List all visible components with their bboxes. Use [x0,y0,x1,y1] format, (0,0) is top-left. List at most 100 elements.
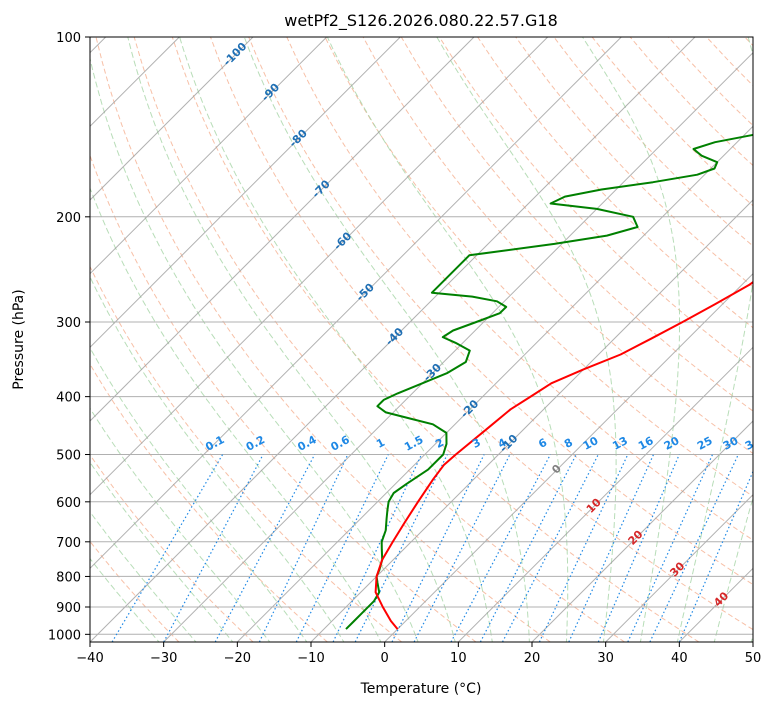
mixing-ratio-label: 0.4 [295,433,319,454]
y-axis-label: Pressure (hPa) [11,289,27,389]
isotherm-label: -60 [331,229,354,252]
mixing-ratio-label: 30 [721,434,741,453]
moist-adiabat-line [90,557,160,642]
x-axis-label: Temperature (°C) [360,681,482,697]
isotherm-line [605,493,753,642]
x-tick-label: 20 [524,651,541,666]
x-tick-label: 30 [597,651,614,666]
moist-adiabat-line [90,346,308,642]
moist-adiabat-line [713,495,753,642]
dry-adiabat-line [706,37,753,87]
moist-adiabat-line [436,37,617,642]
mixing-ratio-line [413,454,511,642]
dry-adiabat-line [553,37,753,247]
isotherm-line [678,567,753,642]
chart-title: wetPf2_S126.2026.080.22.57.G18 [284,11,558,31]
mixing-ratio-line [568,454,655,642]
dry-adiabat-line [95,37,551,642]
dry-adiabat-line [90,265,403,642]
isotherm-line [310,199,753,642]
mixing-ratio-label: 13 [610,434,630,453]
mixing-ratio-line [391,454,485,642]
mixing-ratio-line [295,454,389,642]
x-tick-label: 10 [450,651,467,666]
isotherm-line [752,641,753,642]
isotherm-line [90,37,401,349]
y-tick-label: 300 [56,316,81,331]
dry-adiabat-line [90,363,328,642]
dry-adiabat-line [171,37,700,642]
plot-frame [89,36,754,643]
y-tick-label: 600 [56,496,81,511]
dry-adiabat-line [210,37,753,631]
moist-adiabat-line [90,186,382,642]
isotherm-line [384,272,753,642]
moist-adiabat-line [582,37,680,642]
mixing-ratio-label: 8 [562,436,575,451]
temperature-profile-line [374,280,753,630]
mixing-ratio-line [538,454,629,642]
isotherm-label: 0 [549,462,564,477]
x-tick-label: 40 [671,651,688,666]
moist-adiabat-line [90,407,271,642]
mixing-ratio-line [501,454,599,642]
dry-adiabat-line [591,37,753,207]
dry-adiabat-line [744,37,753,47]
dry-adiabat-line [362,37,753,455]
mixing-ratio-line [354,454,448,642]
dry-adiabat-line [90,540,180,642]
moist-adiabat-line [750,633,753,642]
dry-adiabat-line [477,37,753,329]
dry-adiabat-line [438,37,753,370]
dry-adiabat-line [324,37,753,498]
dry-adiabat-line [133,37,625,642]
mixing-ratio-label: 1.5 [402,433,425,454]
dewpoint-profile-line [345,133,753,630]
mixing-ratio-label: 0.2 [244,433,267,454]
y-tick-label: 400 [56,391,81,406]
x-tick-label: −30 [150,651,177,666]
dry-adiabat-line [515,37,753,288]
moist-adiabat-line [127,37,456,642]
mixing-ratio-label: 0.1 [203,433,226,454]
moist-adiabat-line [90,275,345,642]
mixing-ratio-line [332,454,423,642]
mixing-ratio-line [450,454,551,642]
isotherm-line [90,37,254,201]
y-tick-label: 900 [56,601,81,616]
x-tick-label: −10 [297,651,324,666]
moist-adiabat-line [326,37,569,642]
plot-area: 0.1 0.2 0.4 0.6 1 1.5 2 3 4 6 8 10 13 16 20 25 30 36-100-… [89,36,763,643]
moist-adiabat-line [90,56,419,642]
isotherm-line [90,37,475,422]
x-tick-label: 0 [381,651,389,666]
y-tick-label: 200 [56,211,81,226]
isotherm-line [90,37,696,642]
x-tick-label: −40 [76,651,103,666]
x-tick-label: 50 [745,651,762,666]
mixing-ratio-label: 20 [662,434,682,453]
mixing-ratio-line [214,454,316,642]
y-tick-label: 800 [56,570,81,585]
dry-adiabat-line [668,37,753,127]
moist-adiabat-line [90,461,234,642]
mixing-ratio-line [163,454,264,642]
dry-adiabat-line [400,37,753,412]
y-tick-label: 1000 [48,628,81,643]
isotherm-line [90,37,549,496]
isotherm-line [531,420,753,642]
dry-adiabat-line [90,453,254,642]
mixing-ratio-label: 36 [743,434,763,453]
y-tick-label: 500 [56,449,81,464]
mixing-ratio-label: 3 [470,436,483,451]
mixing-ratio-label: 0.6 [328,433,352,454]
mixing-ratio-label: 6 [536,436,549,451]
x-tick-label: −20 [224,651,251,666]
isotherm-line [236,125,753,642]
mixing-ratio-line [111,454,224,642]
y-tick-label: 100 [56,31,81,46]
mixing-ratio-label: 1 [374,436,387,451]
isotherm-line [90,37,328,275]
mixing-ratio-line [258,454,349,642]
